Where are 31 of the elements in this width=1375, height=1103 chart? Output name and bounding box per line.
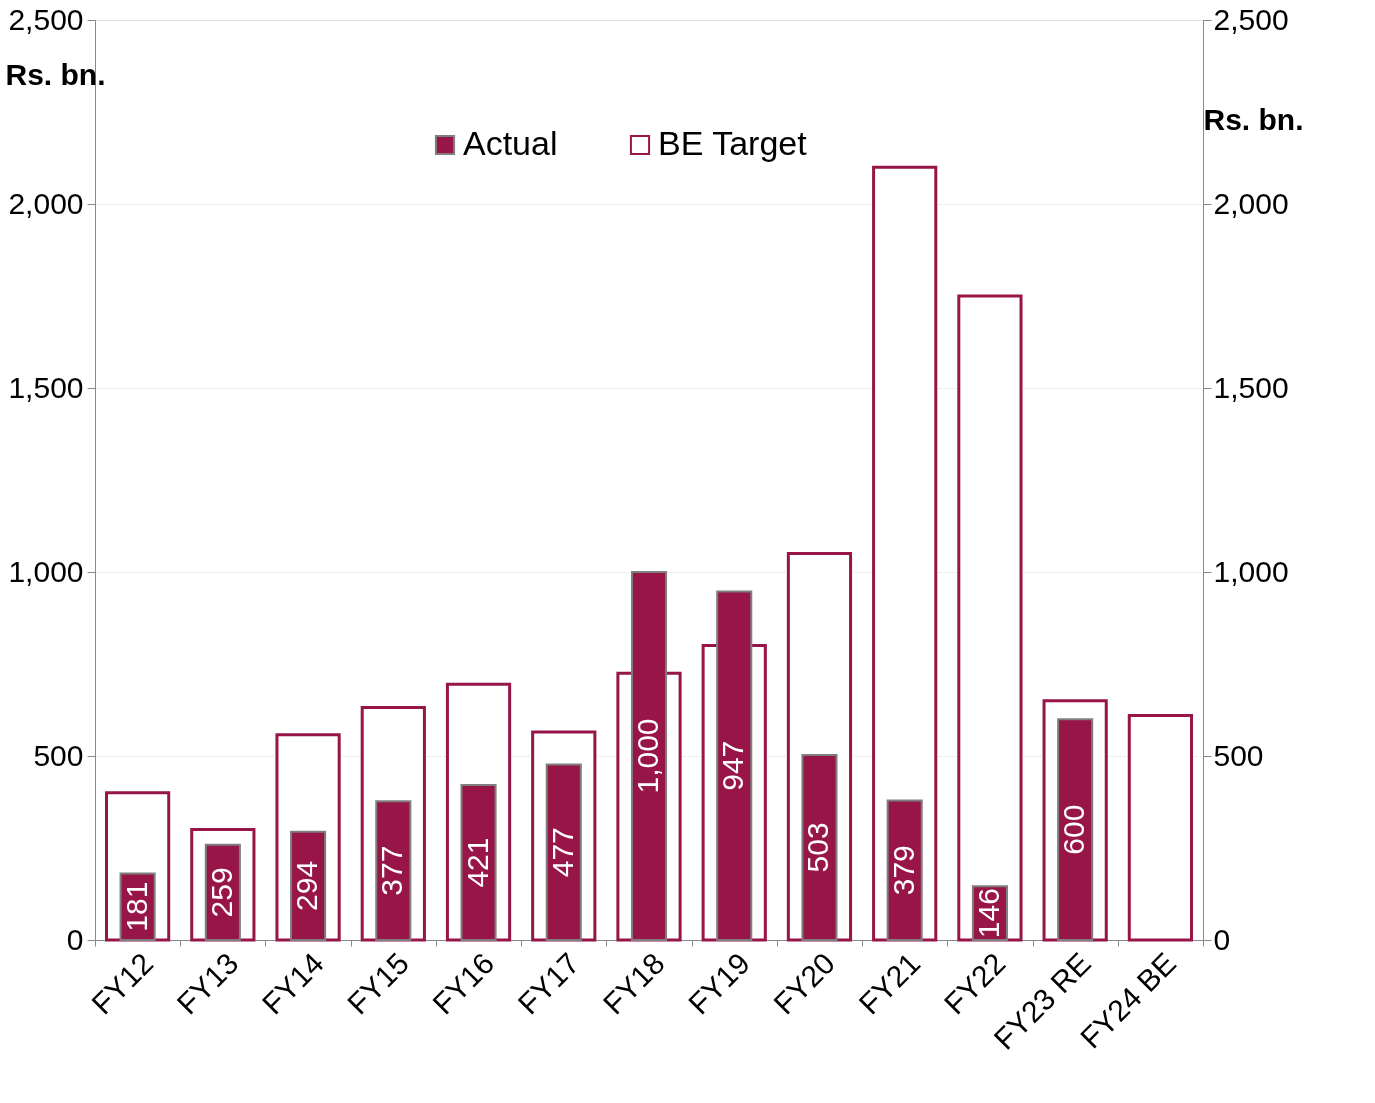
y2-tick-label: 2,000 (1213, 186, 1289, 220)
y2-tick-label: 2,500 (1213, 2, 1289, 36)
bar (957, 294, 1023, 942)
legend-label: BE Target (658, 124, 808, 162)
y-tick-label: 2,500 (8, 2, 84, 36)
y-tick-label: 500 (33, 738, 84, 772)
data-label: 181 (119, 881, 153, 932)
y2-tick-label: 500 (1213, 738, 1264, 772)
data-label: 377 (375, 845, 409, 896)
data-label: 477 (545, 827, 579, 878)
y-tick-label: 1,000 (8, 554, 84, 588)
y-axis-title: Rs. bn. (5, 57, 106, 91)
y-tick-label: 2,000 (8, 186, 84, 220)
y2-tick-label: 0 (1213, 922, 1231, 956)
data-label: 146 (971, 888, 1005, 939)
legend-label: Actual (463, 124, 558, 162)
data-label: 503 (801, 822, 835, 873)
data-label: 600 (1057, 804, 1091, 855)
y2-tick-label: 1,000 (1213, 554, 1289, 588)
y2-axis-title: Rs. bn. (1203, 102, 1304, 136)
data-label: 947 (716, 740, 750, 791)
data-label: 421 (460, 837, 494, 888)
bar (1127, 714, 1193, 942)
y-tick-label: 1,500 (8, 370, 84, 404)
bar (872, 165, 938, 942)
data-label: 294 (290, 860, 324, 911)
y2-tick-label: 1,500 (1213, 370, 1289, 404)
y-tick-label: 0 (66, 922, 84, 956)
data-label: 259 (204, 867, 238, 918)
data-label: 379 (886, 845, 920, 896)
data-label: 1,000 (631, 718, 664, 794)
